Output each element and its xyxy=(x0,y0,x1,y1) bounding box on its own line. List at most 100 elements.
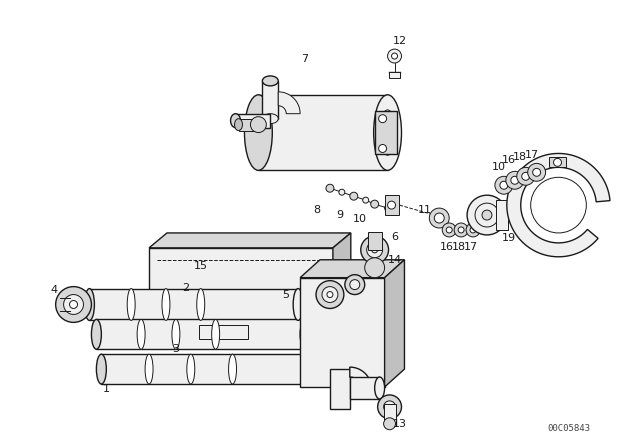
Circle shape xyxy=(454,223,468,237)
Bar xyxy=(239,119,259,130)
Ellipse shape xyxy=(244,95,272,170)
Polygon shape xyxy=(333,233,351,325)
Circle shape xyxy=(528,164,545,181)
Polygon shape xyxy=(149,233,351,248)
Circle shape xyxy=(326,184,334,192)
Ellipse shape xyxy=(162,289,170,320)
Text: 10: 10 xyxy=(492,162,506,172)
Ellipse shape xyxy=(92,319,101,349)
Circle shape xyxy=(516,168,534,185)
Text: 9: 9 xyxy=(336,210,344,220)
Ellipse shape xyxy=(383,121,392,144)
Ellipse shape xyxy=(84,289,95,320)
Circle shape xyxy=(63,294,83,314)
Bar xyxy=(259,95,388,170)
Circle shape xyxy=(475,203,499,227)
Text: 00C05843: 00C05843 xyxy=(547,424,590,433)
Text: 15: 15 xyxy=(194,261,208,271)
Text: 7: 7 xyxy=(301,54,308,64)
Polygon shape xyxy=(300,260,404,278)
Circle shape xyxy=(435,213,444,223)
Circle shape xyxy=(250,116,266,133)
Bar xyxy=(97,319,305,349)
Bar xyxy=(300,278,385,387)
Bar xyxy=(548,157,566,168)
Ellipse shape xyxy=(374,377,385,399)
Circle shape xyxy=(363,197,369,203)
Ellipse shape xyxy=(234,119,243,130)
Circle shape xyxy=(379,115,387,123)
Bar xyxy=(385,195,399,215)
Circle shape xyxy=(378,395,401,419)
Circle shape xyxy=(70,301,77,309)
Circle shape xyxy=(316,280,344,309)
Circle shape xyxy=(365,258,385,278)
Circle shape xyxy=(442,223,456,237)
Circle shape xyxy=(495,177,513,194)
Ellipse shape xyxy=(262,76,278,86)
Ellipse shape xyxy=(374,95,401,170)
Ellipse shape xyxy=(187,354,195,384)
Circle shape xyxy=(367,242,383,258)
Bar xyxy=(496,200,508,230)
Text: 2: 2 xyxy=(182,283,189,293)
Text: 16: 16 xyxy=(440,242,454,252)
Circle shape xyxy=(446,227,452,233)
Circle shape xyxy=(531,177,586,233)
Bar xyxy=(388,72,401,78)
Text: 4: 4 xyxy=(50,284,57,295)
Bar xyxy=(383,404,396,426)
Ellipse shape xyxy=(230,114,241,128)
Text: 19: 19 xyxy=(502,233,516,243)
Circle shape xyxy=(482,210,492,220)
Bar xyxy=(330,369,350,409)
Bar xyxy=(368,232,381,250)
Ellipse shape xyxy=(293,289,303,320)
Polygon shape xyxy=(278,92,300,114)
Circle shape xyxy=(379,145,387,152)
Circle shape xyxy=(506,171,524,189)
Ellipse shape xyxy=(172,319,180,349)
Circle shape xyxy=(327,292,333,297)
Circle shape xyxy=(388,49,401,63)
Circle shape xyxy=(470,227,476,233)
Text: 14: 14 xyxy=(387,255,401,265)
Circle shape xyxy=(554,159,561,166)
Ellipse shape xyxy=(262,114,278,124)
Circle shape xyxy=(467,195,507,235)
Bar xyxy=(374,111,397,155)
Text: 16: 16 xyxy=(502,155,516,165)
Circle shape xyxy=(429,208,449,228)
Bar xyxy=(350,377,380,399)
Text: 8: 8 xyxy=(314,205,321,215)
Ellipse shape xyxy=(196,289,205,320)
Circle shape xyxy=(383,401,396,413)
Circle shape xyxy=(345,275,365,294)
Circle shape xyxy=(339,189,345,195)
Circle shape xyxy=(458,227,464,233)
Ellipse shape xyxy=(212,319,220,349)
Text: 12: 12 xyxy=(392,36,406,46)
Bar xyxy=(236,114,270,128)
Text: 11: 11 xyxy=(417,205,431,215)
Polygon shape xyxy=(507,154,610,257)
Ellipse shape xyxy=(228,354,237,384)
Ellipse shape xyxy=(305,354,315,384)
Text: 17: 17 xyxy=(464,242,478,252)
Text: 1: 1 xyxy=(103,384,110,394)
Text: 17: 17 xyxy=(525,151,539,160)
Circle shape xyxy=(385,205,390,211)
Ellipse shape xyxy=(145,354,153,384)
Circle shape xyxy=(371,200,379,208)
Text: 10: 10 xyxy=(353,214,367,224)
Bar xyxy=(262,81,278,119)
Bar xyxy=(101,354,310,384)
Circle shape xyxy=(466,223,480,237)
Ellipse shape xyxy=(300,319,310,349)
Ellipse shape xyxy=(380,110,396,155)
Circle shape xyxy=(350,192,358,200)
Ellipse shape xyxy=(127,289,135,320)
Circle shape xyxy=(392,53,397,59)
Circle shape xyxy=(388,201,396,209)
Ellipse shape xyxy=(137,319,145,349)
